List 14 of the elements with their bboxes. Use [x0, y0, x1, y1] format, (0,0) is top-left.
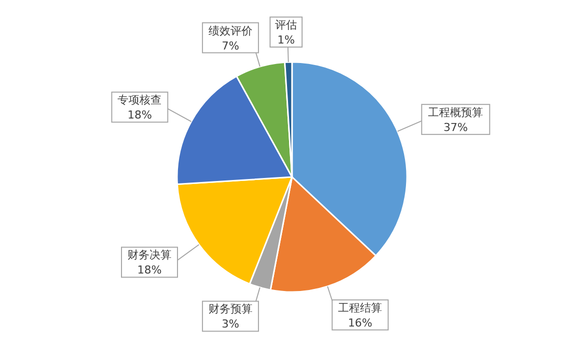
data-label: 16%: [348, 316, 372, 330]
slice-label: 工程概预算: [428, 106, 484, 119]
slice-label: 工程结算: [338, 301, 382, 314]
slice-label: 财务预算: [208, 302, 252, 316]
slice-label: 财务决算: [127, 248, 172, 262]
slice-label: 专项核查: [118, 94, 162, 107]
slice-label: 绩效评价: [208, 24, 252, 38]
data-label: 7%: [222, 39, 240, 52]
data-label: 3%: [222, 318, 240, 331]
slice-label: 评估: [275, 18, 298, 32]
data-label: 1%: [277, 34, 295, 47]
data-label: 18%: [128, 108, 152, 122]
data-label: 37%: [443, 120, 468, 134]
data-label: 18%: [137, 264, 162, 277]
